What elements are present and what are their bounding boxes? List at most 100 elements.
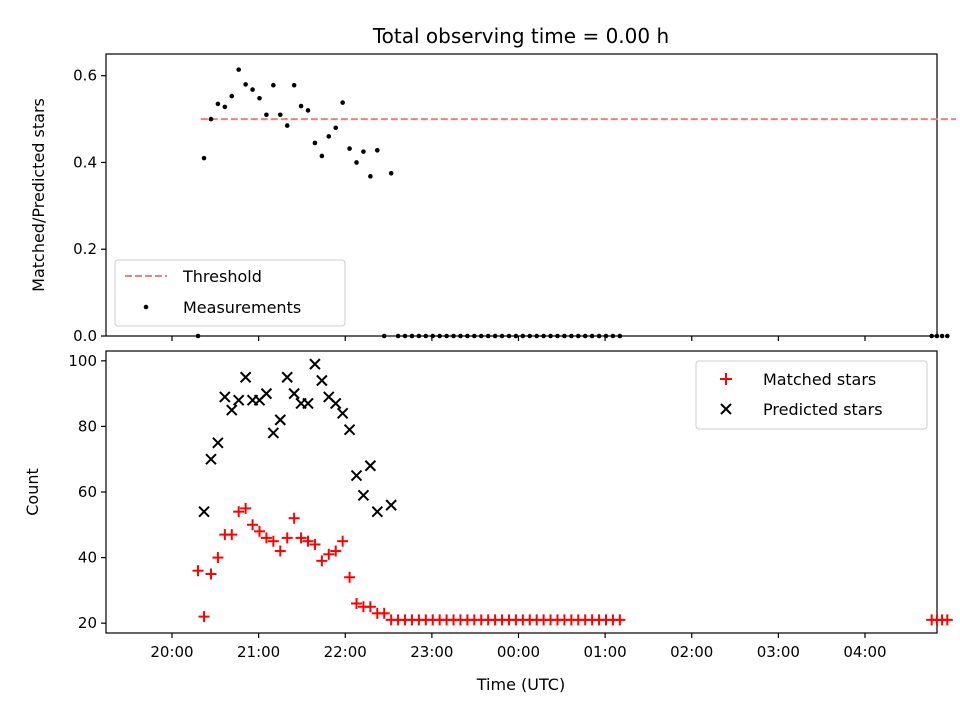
measurement-point (493, 334, 498, 339)
measurement-point (196, 334, 201, 339)
measurement-point (389, 171, 394, 176)
legend-threshold-label: Threshold (182, 267, 262, 286)
measurement-point (929, 334, 934, 339)
measurement-point (945, 334, 950, 339)
panel-top-legend: Threshold Measurements (115, 260, 345, 326)
panel-top: 0.00.20.40.6 Matched/Predicted stars Thr… (29, 54, 956, 345)
measurement-point (313, 141, 318, 146)
measurement-point (472, 334, 477, 339)
measurement-point (340, 100, 345, 105)
x-tick-label: 22:00 (324, 643, 367, 661)
y-tick-label: 100 (68, 352, 97, 370)
measurement-point (278, 112, 283, 117)
y-tick-label: 80 (78, 417, 97, 435)
measurement-point (430, 334, 435, 339)
y-tick-label: 0.2 (73, 240, 97, 258)
measurement-point (486, 334, 491, 339)
measurement-point (368, 174, 373, 179)
measurement-point (437, 334, 442, 339)
panel-bottom-y-label: Count (23, 468, 42, 516)
measurement-point (257, 96, 262, 101)
y-tick-label: 20 (78, 614, 97, 632)
measurement-point (590, 334, 595, 339)
measurement-point (458, 334, 463, 339)
measurement-point (569, 334, 574, 339)
measurement-point (271, 83, 276, 88)
measurement-point (209, 117, 214, 122)
measurement-point (940, 334, 945, 339)
measurement-point (229, 94, 234, 99)
measurement-point (618, 334, 623, 339)
legend-measurements-swatch (144, 305, 149, 310)
measurement-point (548, 334, 553, 339)
panel-bottom-y-ticks: 20 40 60 80 100 (68, 352, 106, 632)
panel-bottom-legend: Matched stars Predicted stars (696, 361, 927, 429)
measurement-point (223, 105, 228, 110)
chart-title: Total observing time = 0.00 h (372, 24, 669, 48)
measurement-point (451, 334, 456, 339)
y-tick-label: 0.4 (73, 153, 97, 171)
measurement-point (611, 334, 616, 339)
measurement-point (285, 123, 290, 128)
measurement-point (320, 154, 325, 159)
measurement-point (521, 334, 526, 339)
measurement-point (555, 334, 560, 339)
measurement-point (250, 87, 255, 92)
measurement-point (236, 67, 241, 72)
measurement-point (292, 83, 297, 88)
measurement-point (396, 334, 401, 339)
measurement-point (604, 334, 609, 339)
y-tick-label: 0.0 (73, 327, 97, 345)
measurement-point (243, 82, 248, 87)
x-tick-label: 21:00 (237, 643, 280, 661)
measurement-point (527, 334, 532, 339)
measurement-point (403, 334, 408, 339)
x-tick-label: 02:00 (670, 643, 713, 661)
measurement-point (410, 334, 415, 339)
panel-top-y-label: Matched/Predicted stars (29, 98, 48, 292)
measurement-point (500, 334, 505, 339)
measurement-point (479, 334, 484, 339)
measurement-point (576, 334, 581, 339)
measurement-point (444, 334, 449, 339)
measurement-point (216, 102, 221, 107)
matched-star-point (942, 614, 953, 625)
measurement-point (347, 146, 352, 151)
measurement-point (534, 334, 539, 339)
measurement-point (583, 334, 588, 339)
y-tick-label: 40 (78, 549, 97, 567)
y-tick-label: 60 (78, 483, 97, 501)
measurement-point (562, 334, 567, 339)
x-tick-label: 03:00 (757, 643, 800, 661)
measurement-point (326, 134, 331, 139)
measurement-point (354, 160, 359, 165)
x-axis-label: Time (UTC) (476, 675, 565, 694)
panel-top-y-ticks: 0.00.20.40.6 (73, 67, 106, 345)
measurement-point (514, 334, 519, 339)
panel-top-x-ticks (172, 336, 865, 341)
measurement-point (202, 156, 207, 161)
measurement-point (264, 112, 269, 117)
x-tick-label: 23:00 (410, 643, 453, 661)
measurement-point (361, 149, 366, 154)
legend-matched-label: Matched stars (763, 370, 876, 389)
measurement-point (935, 334, 940, 339)
x-tick-label: 20:00 (150, 643, 193, 661)
measurement-point (424, 334, 429, 339)
panel-bottom: 20 40 60 80 100 20:00 21:00 22:00 23:00 00:00 01:… (23, 351, 953, 694)
measurement-point (597, 334, 602, 339)
measurement-point (541, 334, 546, 339)
x-tick-label: 01:00 (584, 643, 627, 661)
measurement-point (306, 108, 311, 113)
measurement-point (507, 334, 512, 339)
x-tick-label: 00:00 (497, 643, 540, 661)
legend-measurements-label: Measurements (183, 298, 301, 317)
measurement-point (382, 334, 387, 339)
panel-bottom-x-ticks: 20:00 21:00 22:00 23:00 00:00 01:00 02:00 03:00… (150, 633, 886, 661)
measurement-point (417, 334, 422, 339)
measurement-point (333, 125, 338, 130)
measurement-point (465, 334, 470, 339)
chart: Total observing time = 0.00 h 0.0 0.2 0.4 0… (0, 0, 960, 720)
x-tick-label: 04:00 (843, 643, 886, 661)
measurement-point (375, 148, 380, 153)
